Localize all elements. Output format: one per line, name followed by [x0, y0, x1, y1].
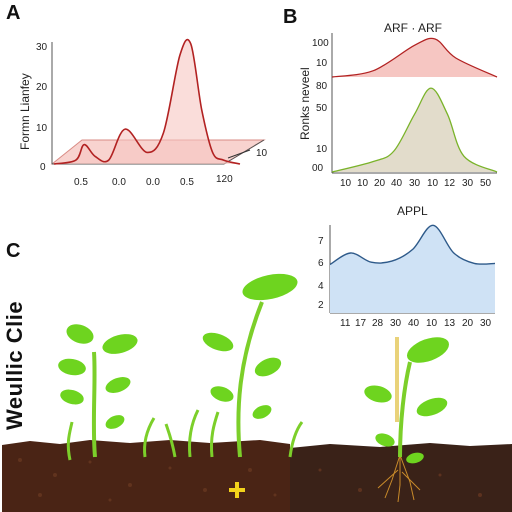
- soil-right: [290, 443, 512, 512]
- panel-b-mid-ytick-1: 50: [316, 103, 328, 114]
- panel-a-label: A: [6, 2, 21, 24]
- plus-icon: [229, 482, 245, 498]
- panel-b-top-ytick-0: 100: [312, 38, 329, 49]
- panel-a-xtick-4: 120: [216, 174, 233, 185]
- panel-a-ytick-1: 20: [36, 82, 48, 93]
- panel-b-lower-line: [329, 224, 496, 266]
- panel-b-lower-ytick-0: 7: [318, 236, 324, 247]
- panel-a-ytick-3: 0: [40, 162, 46, 173]
- panel-c-label: C: [6, 240, 21, 262]
- soil-left: [2, 440, 290, 512]
- panel-a-ylabel: Formn Lianfey: [18, 73, 32, 150]
- panel-b-mid-xtick-6: 12: [444, 178, 456, 189]
- panel-b-mid-chart: [331, 78, 498, 174]
- panel-b-lower-chart: [329, 224, 496, 314]
- panel-b-lower-xtick-6: 13: [444, 318, 456, 329]
- panel-b-mid-xtick-8: 50: [480, 178, 492, 189]
- panel-b-lower-xtick-3: 30: [390, 318, 402, 329]
- panel-b-lower-xtick-0: 11: [340, 318, 351, 329]
- panel-b-mid-xtick-3: 40: [391, 178, 403, 189]
- panel-b-lower-xtick-1: 17: [355, 318, 367, 329]
- panel-a-xtick-0: 0.5: [74, 177, 88, 188]
- roots-icon: [377, 454, 421, 503]
- panel-b-mid-line: [331, 87, 498, 173]
- panel-a-chart: [50, 38, 266, 165]
- panel-b-top-chart: [331, 33, 498, 78]
- panel-b-mid-xtick-4: 30: [409, 178, 421, 189]
- panel-a-ytick-0: 30: [36, 42, 48, 53]
- plant-2-icon: [202, 273, 298, 458]
- panel-b-mid-xtick-5: 10: [427, 178, 439, 189]
- panel-b-lower-ytick-2: 4: [318, 281, 324, 292]
- panel-b-mid-ytick-3: 00: [312, 163, 324, 174]
- panel-c-scene: [2, 440, 512, 512]
- panel-b-mid-xtick-7: 30: [462, 178, 474, 189]
- panel-b-mid-xtick-2: 20: [374, 178, 386, 189]
- panel-b-mid-area: [332, 88, 497, 172]
- panel-a-ztick-0: 10: [256, 148, 268, 159]
- panel-b-ylabel: Ronks neveel: [298, 67, 312, 140]
- panel-b-lower-xtick-8: 30: [480, 318, 492, 329]
- panel-a-xtick-1: 0.0: [112, 177, 126, 188]
- panel-a-xtick-2: 0.0: [146, 177, 160, 188]
- panel-b-lower-xtick-7: 20: [462, 318, 474, 329]
- panel-a-xtick-3: 0.5: [180, 177, 194, 188]
- panel-b-mid-xtick-1: 10: [357, 178, 369, 189]
- panel-b-top-title: ARF · ARF: [384, 21, 443, 35]
- panel-a-series-line: [53, 38, 241, 165]
- panel-b-top-area: [332, 38, 497, 77]
- panel-b-top-ytick-1: 10: [316, 58, 328, 69]
- panel-b-lower-ytick-3: 2: [318, 300, 324, 311]
- panel-b-lower-xtick-5: 10: [426, 318, 438, 329]
- panel-c-plants: [58, 273, 450, 464]
- panel-a-ytick-2: 10: [36, 123, 48, 134]
- panel-b-lower-ytick-1: 6: [318, 258, 324, 269]
- panel-b-mid-ytick-2: 10: [316, 144, 328, 155]
- panel-b-mid-ytick-0: 80: [316, 81, 328, 92]
- panel-b-lower-area: [330, 225, 495, 313]
- panel-b-lower-title: APPL: [397, 204, 428, 218]
- sprouts-icon: [143, 409, 304, 458]
- panel-b-lower-xtick-4: 40: [408, 318, 420, 329]
- soil-texture: [18, 458, 482, 502]
- panel-a-z-arrow: [227, 149, 251, 159]
- panel-b-lower-xtick-2: 28: [372, 318, 384, 329]
- plant-3-icon: [364, 337, 450, 464]
- plant-1-icon: [58, 324, 138, 461]
- panel-b-label: B: [283, 6, 298, 28]
- panel-a-series-area: [54, 39, 240, 165]
- panel-b-top-line: [331, 37, 498, 78]
- panel-b-mid-xtick-0: 10: [340, 178, 352, 189]
